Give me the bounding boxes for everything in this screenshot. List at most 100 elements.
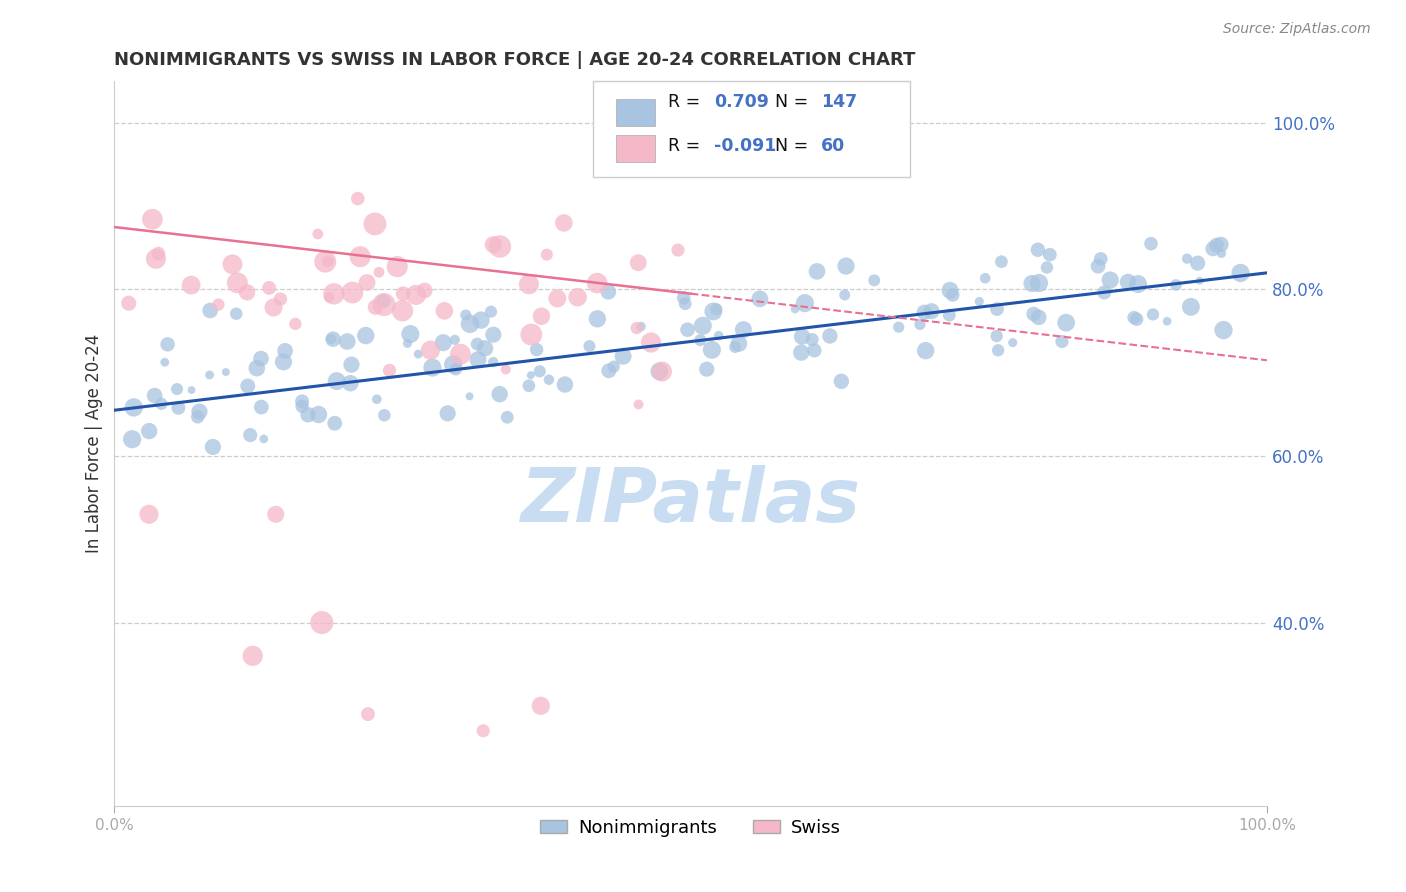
Point xyxy=(392,286,415,301)
Point xyxy=(150,397,173,411)
Point xyxy=(536,247,558,261)
Point xyxy=(198,368,221,382)
Point xyxy=(470,313,492,327)
Point xyxy=(704,302,727,317)
Point xyxy=(830,374,852,388)
Point xyxy=(311,615,333,630)
Text: 0.709: 0.709 xyxy=(714,94,769,112)
Point xyxy=(405,288,427,302)
Point xyxy=(520,327,543,342)
Point xyxy=(553,216,575,230)
Point xyxy=(790,345,813,359)
Point xyxy=(242,648,264,663)
Y-axis label: In Labor Force | Age 20-24: In Labor Force | Age 20-24 xyxy=(86,334,103,553)
Point xyxy=(239,428,262,442)
Point xyxy=(378,363,401,377)
Point xyxy=(689,333,711,347)
Text: R =: R = xyxy=(668,94,700,112)
Point xyxy=(188,404,211,418)
Point xyxy=(651,364,673,378)
FancyBboxPatch shape xyxy=(616,135,655,162)
Point xyxy=(441,358,464,372)
Point xyxy=(586,311,609,326)
Text: N =: N = xyxy=(775,94,808,112)
Point xyxy=(236,379,259,393)
Point xyxy=(1205,238,1227,252)
Point xyxy=(121,432,143,446)
Point xyxy=(912,305,935,319)
Point xyxy=(236,285,259,300)
Point xyxy=(986,329,1008,343)
Point xyxy=(517,277,540,292)
Point xyxy=(201,440,224,454)
Point xyxy=(482,237,505,252)
Point xyxy=(373,409,395,423)
Point xyxy=(138,508,160,522)
Point xyxy=(733,323,755,337)
Point xyxy=(257,281,280,295)
Point xyxy=(1001,335,1024,350)
FancyBboxPatch shape xyxy=(616,99,655,127)
Point xyxy=(863,273,886,287)
Point xyxy=(354,328,377,343)
Point xyxy=(322,332,344,346)
Text: 60: 60 xyxy=(821,136,845,155)
Point xyxy=(702,304,724,318)
Point xyxy=(291,400,314,414)
Point xyxy=(529,364,551,378)
Point xyxy=(1125,312,1147,326)
Point xyxy=(340,358,363,372)
Point xyxy=(567,290,589,304)
Point xyxy=(346,192,368,206)
Point xyxy=(1050,334,1073,349)
Point xyxy=(969,294,991,309)
Point xyxy=(1209,237,1232,252)
Point xyxy=(314,254,336,268)
Point xyxy=(1092,285,1115,300)
Point xyxy=(496,410,519,425)
Point xyxy=(724,340,747,354)
Point xyxy=(269,292,291,306)
Point xyxy=(138,424,160,438)
Point xyxy=(1212,323,1234,337)
Point xyxy=(207,297,229,311)
Point xyxy=(692,318,714,333)
Point xyxy=(349,250,371,264)
Point xyxy=(450,347,472,361)
Point xyxy=(325,374,347,388)
Point xyxy=(603,359,626,374)
Point xyxy=(818,329,841,343)
Point xyxy=(986,301,1008,316)
Point xyxy=(250,400,273,414)
Point xyxy=(1099,273,1122,287)
Point xyxy=(366,392,388,407)
Point xyxy=(1026,243,1049,257)
Point xyxy=(264,508,287,522)
Point xyxy=(444,362,467,376)
Point xyxy=(1028,310,1050,325)
Text: NONIMMIGRANTS VS SWISS IN LABOR FORCE | AGE 20-24 CORRELATION CHART: NONIMMIGRANTS VS SWISS IN LABOR FORCE | … xyxy=(114,51,915,69)
Point xyxy=(520,368,543,383)
Point xyxy=(339,376,361,391)
Point xyxy=(908,318,931,332)
Point xyxy=(364,300,387,314)
Point xyxy=(793,296,815,310)
Point xyxy=(630,319,652,334)
Point xyxy=(246,361,269,376)
Point xyxy=(396,336,419,351)
Point xyxy=(321,332,343,346)
Text: Source: ZipAtlas.com: Source: ZipAtlas.com xyxy=(1223,22,1371,37)
Point xyxy=(422,360,444,375)
Point xyxy=(1022,307,1045,321)
Point xyxy=(253,432,276,446)
Point xyxy=(467,352,489,367)
Point xyxy=(318,290,340,304)
Point xyxy=(790,329,813,343)
Point xyxy=(627,397,650,411)
Text: N =: N = xyxy=(775,136,808,155)
Point xyxy=(307,227,329,241)
Point xyxy=(666,243,689,257)
Text: R =: R = xyxy=(668,136,700,155)
Point xyxy=(419,343,441,358)
Point xyxy=(537,373,560,387)
